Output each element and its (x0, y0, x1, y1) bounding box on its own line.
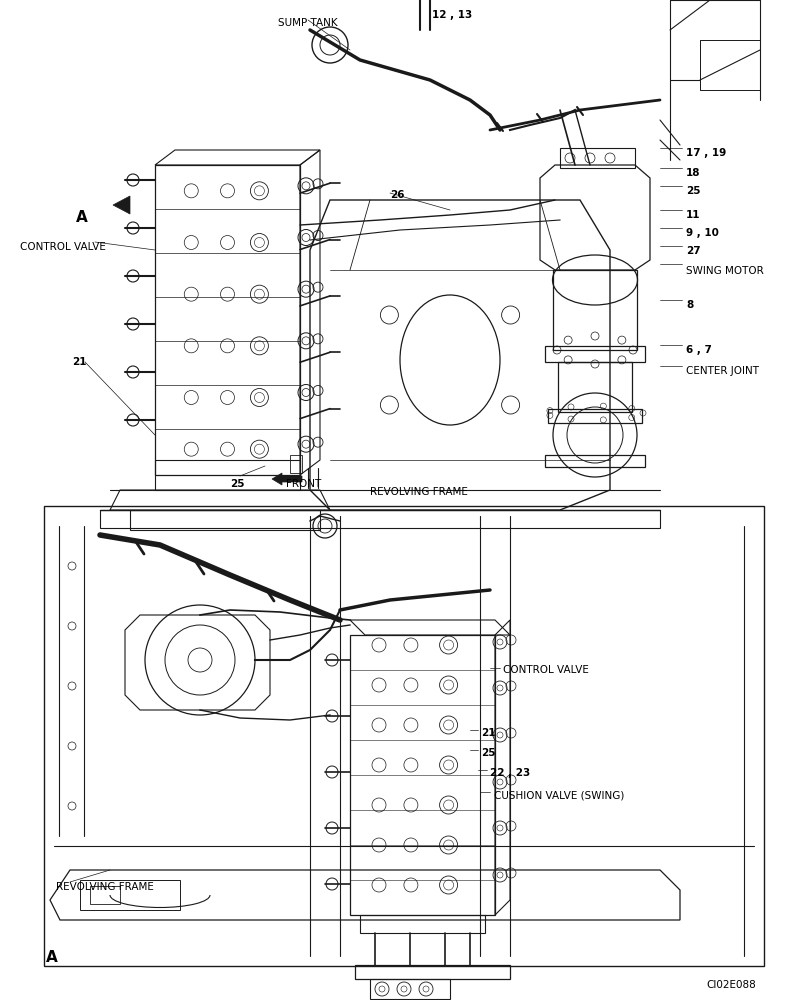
Bar (360, 915, 485, 933)
Bar (553, 270, 637, 350)
Text: 21: 21 (481, 728, 495, 738)
Bar (355, 965, 510, 979)
Bar (558, 362, 632, 412)
Bar (350, 635, 495, 915)
Bar (90, 886, 120, 904)
Text: 25: 25 (686, 186, 701, 196)
Text: CONTROL VALVE: CONTROL VALVE (20, 242, 106, 252)
Text: 26: 26 (390, 190, 405, 200)
Bar (290, 455, 302, 473)
Text: 25: 25 (229, 479, 244, 489)
Text: FRONT: FRONT (286, 479, 322, 489)
FancyArrow shape (272, 473, 302, 485)
Text: 22 , 23: 22 , 23 (490, 768, 530, 778)
Text: 25: 25 (481, 748, 495, 758)
Text: CUSHION VALVE (SWING): CUSHION VALVE (SWING) (494, 790, 625, 800)
Bar (545, 455, 645, 467)
Bar (130, 510, 320, 530)
Bar (548, 409, 642, 423)
Text: A: A (46, 950, 58, 965)
Text: 11: 11 (686, 210, 701, 220)
Text: 12 , 13: 12 , 13 (432, 10, 472, 20)
Bar (545, 346, 645, 362)
Text: SUMP TANK: SUMP TANK (278, 18, 338, 28)
Bar (700, 40, 760, 90)
Bar (44, 506, 764, 966)
Text: REVOLVING FRAME: REVOLVING FRAME (56, 882, 154, 892)
Text: CONTROL VALVE: CONTROL VALVE (503, 665, 589, 675)
Text: 6 , 7: 6 , 7 (686, 345, 712, 355)
Bar (370, 979, 450, 999)
Text: 21: 21 (72, 357, 86, 367)
Text: 27: 27 (686, 246, 701, 256)
Text: CENTER JOINT: CENTER JOINT (686, 366, 759, 376)
Bar (155, 165, 300, 475)
Bar (80, 880, 180, 910)
Text: 8: 8 (686, 300, 693, 310)
Text: CI02E088: CI02E088 (706, 980, 756, 990)
Text: SWING MOTOR: SWING MOTOR (686, 266, 764, 276)
Bar (100, 510, 660, 528)
Polygon shape (113, 196, 130, 214)
Text: REVOLVING FRAME: REVOLVING FRAME (370, 487, 468, 497)
Text: 9 , 10: 9 , 10 (686, 228, 719, 238)
Bar (155, 460, 300, 490)
Bar (560, 148, 635, 168)
Text: 17 , 19: 17 , 19 (686, 148, 726, 158)
Text: 18: 18 (686, 168, 701, 178)
Text: A: A (76, 210, 88, 225)
